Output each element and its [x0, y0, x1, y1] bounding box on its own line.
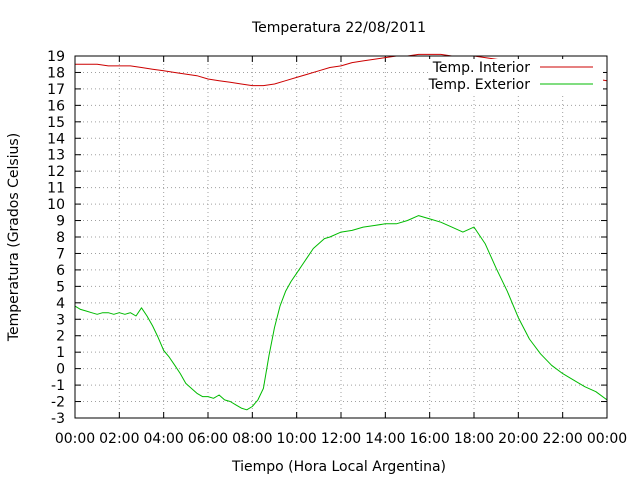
- x-tick-label: 12:00: [321, 431, 361, 447]
- y-axis-label: Temperatura (Grados Celsius): [6, 133, 22, 342]
- legend-entry-background: [428, 59, 603, 76]
- x-tick-label: 16:00: [409, 431, 449, 447]
- y-tick-label: 17: [47, 82, 65, 98]
- x-tick-label: 06:00: [188, 431, 228, 447]
- y-tick-label: 14: [47, 131, 65, 147]
- y-tick-label: 1: [56, 345, 65, 361]
- y-tick-label: 12: [47, 164, 65, 180]
- y-tick-label: 10: [47, 197, 65, 213]
- x-tick-label: 02:00: [99, 431, 139, 447]
- y-tick-label: -1: [51, 378, 65, 394]
- grid-lines: [75, 56, 607, 418]
- y-tick-label: 7: [56, 246, 65, 262]
- series-line-temp-exterior: [74, 215, 608, 411]
- legend-label-temp-exterior: Temp. Exterior: [428, 77, 531, 93]
- y-tick-label: 11: [47, 181, 65, 197]
- x-tick-label: 04:00: [143, 431, 183, 447]
- x-tick-label: 00:00: [587, 431, 627, 447]
- y-tick-label: 15: [47, 115, 65, 131]
- y-tick-label: 4: [56, 296, 65, 312]
- y-tick-label: 8: [56, 230, 65, 246]
- legend-entry-background: [428, 76, 603, 93]
- plot-frame: [74, 55, 608, 419]
- x-tick-labels: 00:00 02:00 04:00 06:00 08:00 10:00 12:00 14:00…: [55, 431, 627, 447]
- y-tick-label: -3: [51, 411, 65, 427]
- x-axis-label: Tiempo (Hora Local Argentina): [231, 459, 446, 475]
- y-tick-label: 2: [56, 329, 65, 345]
- y-tick-label: 18: [47, 65, 65, 81]
- x-tick-label: 20:00: [498, 431, 538, 447]
- y-tick-label: 13: [47, 148, 65, 164]
- x-tick-label: 08:00: [232, 431, 272, 447]
- x-tick-label: 10:00: [276, 431, 316, 447]
- y-tick-label: 3: [56, 312, 65, 328]
- legend-label-temp-interior: Temp. Interior: [432, 60, 531, 76]
- x-tick-label: 14:00: [365, 431, 405, 447]
- y-tick-label: 0: [56, 362, 65, 378]
- x-tick-label: 00:00: [55, 431, 95, 447]
- y-tick-label: 16: [47, 98, 65, 114]
- y-tick-label: -2: [51, 395, 65, 411]
- y-tick-label: 19: [47, 49, 65, 65]
- y-tick-label: 9: [56, 214, 65, 230]
- chart-title: Temperatura 22/08/2011: [251, 20, 426, 36]
- x-tick-label: 22:00: [542, 431, 582, 447]
- x-tick-label: 18:00: [454, 431, 494, 447]
- y-tick-label: 5: [56, 279, 65, 295]
- y-tick-label: 6: [56, 263, 65, 279]
